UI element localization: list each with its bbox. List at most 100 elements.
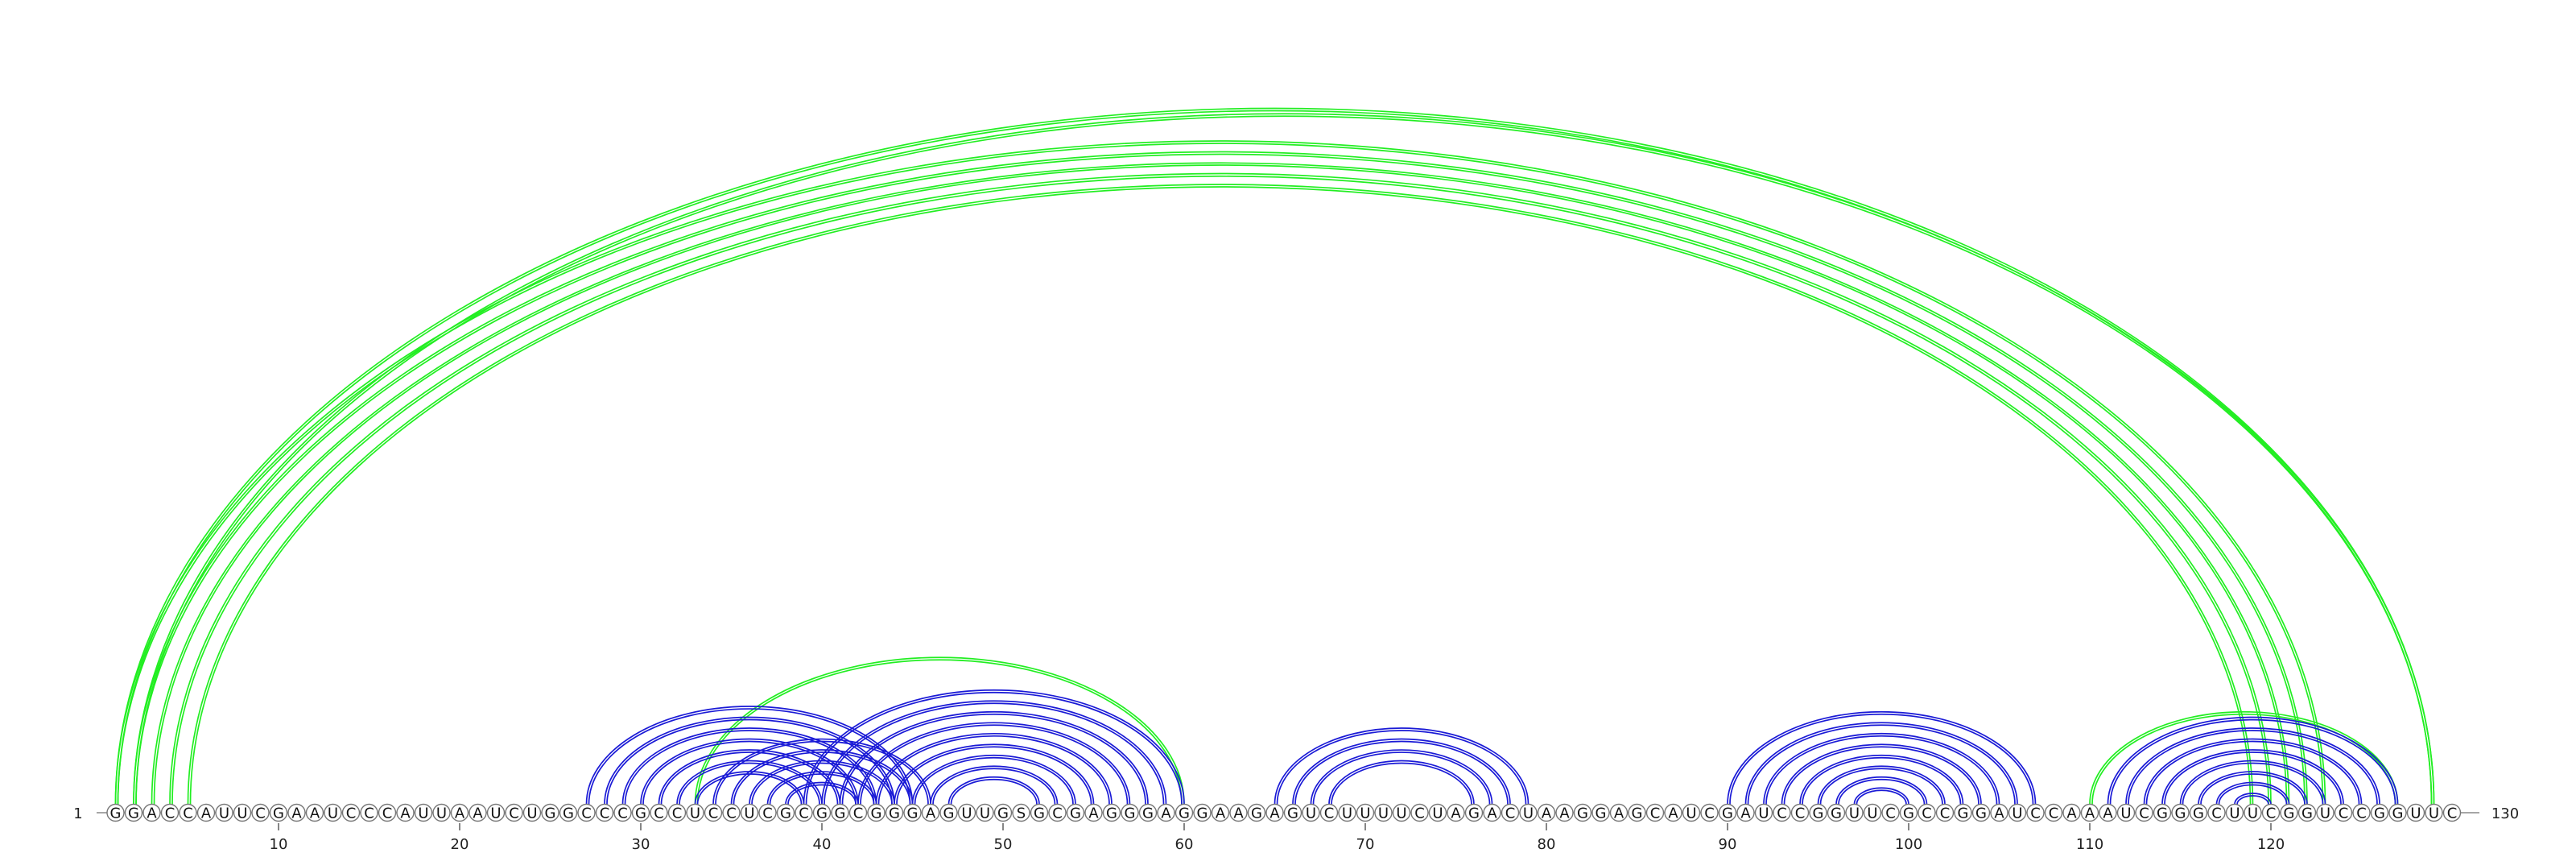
- nucleotide-circle: [305, 803, 324, 822]
- nucleotide: C: [704, 803, 723, 822]
- green-pair-arc: [133, 151, 2308, 805]
- nucleotide-letter: U: [1396, 805, 1406, 822]
- nucleotide-letter: G: [128, 805, 139, 822]
- nucleotide-letter: G: [1106, 805, 1117, 822]
- nucleotide-circle: [1954, 803, 1972, 822]
- nucleotide-letter: A: [147, 805, 157, 822]
- nucleotide-letter: C: [1414, 805, 1425, 822]
- green-pair-arc: [135, 153, 2306, 805]
- nucleotide-letter: G: [835, 805, 846, 822]
- blue-pair-arc: [1783, 746, 1979, 805]
- nucleotide: A: [2062, 803, 2081, 822]
- nucleotide-circle: [1084, 803, 1103, 822]
- blue-pair-arc: [2107, 716, 2399, 805]
- blue-pair-arc: [749, 760, 895, 805]
- nucleotide-circle: [2062, 803, 2081, 822]
- nucleotide-letter: A: [1088, 805, 1099, 822]
- blue-pair-arc: [2161, 749, 2344, 805]
- nucleotide-circle: [939, 803, 958, 822]
- tick-label: 110: [2076, 836, 2103, 853]
- blue-pair-arc: [2218, 784, 2288, 805]
- nucleotide: C: [2135, 803, 2153, 822]
- nucleotide-letter: A: [1542, 805, 1552, 822]
- nucleotide-circle: [2280, 803, 2298, 822]
- nucleotide-letter: A: [291, 805, 302, 822]
- nucleotide-letter: U: [219, 805, 229, 822]
- nucleotide-circle: [776, 803, 795, 822]
- blue-pair-arc: [2182, 762, 2324, 805]
- nucleotide-circle: [1157, 803, 1175, 822]
- nucleotide: A: [1157, 803, 1175, 822]
- nucleotide-letter: A: [2066, 805, 2077, 822]
- nucleotide-letter: A: [1740, 805, 1751, 822]
- nucleotide: G: [1971, 803, 1991, 822]
- nucleotide: A: [469, 803, 487, 822]
- tick-label: 20: [451, 836, 469, 853]
- nucleotide-letter: U: [418, 805, 428, 822]
- nucleotide-letter: A: [1668, 805, 1678, 822]
- nucleotide: C: [1918, 803, 1936, 822]
- nucleotide-letter: A: [1451, 805, 1461, 822]
- nucleotide: C: [378, 803, 397, 822]
- nucleotide-circle: [1827, 803, 1846, 822]
- nucleotide-letter: A: [1487, 805, 1497, 822]
- nucleotide: C: [1501, 803, 1520, 822]
- blue-pair-arc: [2125, 727, 2380, 805]
- nucleotide-letter: G: [2175, 805, 2186, 822]
- nucleotide-circle: [1392, 803, 1411, 822]
- nucleotide-letter: A: [1559, 805, 1570, 822]
- nucleotide: S: [1012, 803, 1030, 822]
- blue-pair-arc: [1310, 749, 1493, 805]
- nucleotide-letter: G: [1596, 805, 1607, 822]
- blue-pair-arc: [857, 722, 1131, 805]
- green-pair-arc: [696, 659, 1183, 805]
- nucleotide: A: [1483, 803, 1501, 822]
- nucleotide-letter: G: [943, 805, 955, 822]
- nucleotide-circle: [1265, 803, 1284, 822]
- nucleotide-circle: [1736, 803, 1755, 822]
- nucleotide-letter: U: [690, 805, 700, 822]
- nucleotide-letter: G: [871, 805, 882, 822]
- nucleotide: A: [1447, 803, 1465, 822]
- nucleotide: C: [1048, 803, 1067, 822]
- nucleotide: C: [595, 803, 614, 822]
- blue-pair-arc: [2200, 773, 2306, 805]
- nucleotide: U: [1519, 803, 1538, 822]
- nucleotide: C: [1935, 803, 1955, 822]
- nucleotide-circle: [1428, 803, 1447, 822]
- nucleotide-letter: G: [907, 805, 919, 822]
- nucleotide-circle: [1881, 803, 1900, 822]
- nucleotide-letter: G: [2392, 805, 2404, 822]
- blue-pair-arc: [1312, 751, 1491, 805]
- green-pair-arc: [171, 175, 2269, 805]
- nucleotide: A: [196, 803, 216, 822]
- nucleotide: A: [1555, 803, 1574, 822]
- green-pair-arc: [153, 164, 2288, 805]
- nucleotide-circle: [704, 803, 723, 822]
- nucleotide-letter: U: [2429, 805, 2439, 822]
- nucleotide: A: [1990, 803, 2008, 822]
- nucleotide-circle: [2080, 803, 2099, 822]
- nucleotide: U: [1356, 803, 1375, 822]
- nucleotide-circle: [631, 803, 650, 822]
- nucleotide-letter: C: [1885, 805, 1896, 822]
- nucleotide-circle: [903, 803, 922, 822]
- nucleotide-circle: [559, 803, 578, 822]
- nucleotide: G: [2280, 803, 2298, 822]
- nucleotide: G: [2297, 803, 2317, 822]
- nucleotide-circle: [1628, 803, 1646, 822]
- nucleotide-circle: [2388, 803, 2407, 822]
- nucleotide-letter: C: [1795, 805, 1806, 822]
- nucleotide-letter: C: [672, 805, 683, 822]
- blue-pair-arc: [2164, 751, 2342, 805]
- nucleotide: U: [2244, 803, 2262, 822]
- nucleotide-letter: A: [310, 805, 320, 822]
- nucleotide: A: [287, 803, 306, 822]
- nucleotide-letter: C: [799, 805, 809, 822]
- nucleotide-circle: [1790, 803, 1810, 822]
- nucleotide-letter: G: [1287, 805, 1298, 822]
- nucleotide-circle: [848, 803, 868, 822]
- nucleotide: U: [215, 803, 233, 822]
- nucleotide: G: [1591, 803, 1610, 822]
- nucleotide-letter: G: [1577, 805, 1588, 822]
